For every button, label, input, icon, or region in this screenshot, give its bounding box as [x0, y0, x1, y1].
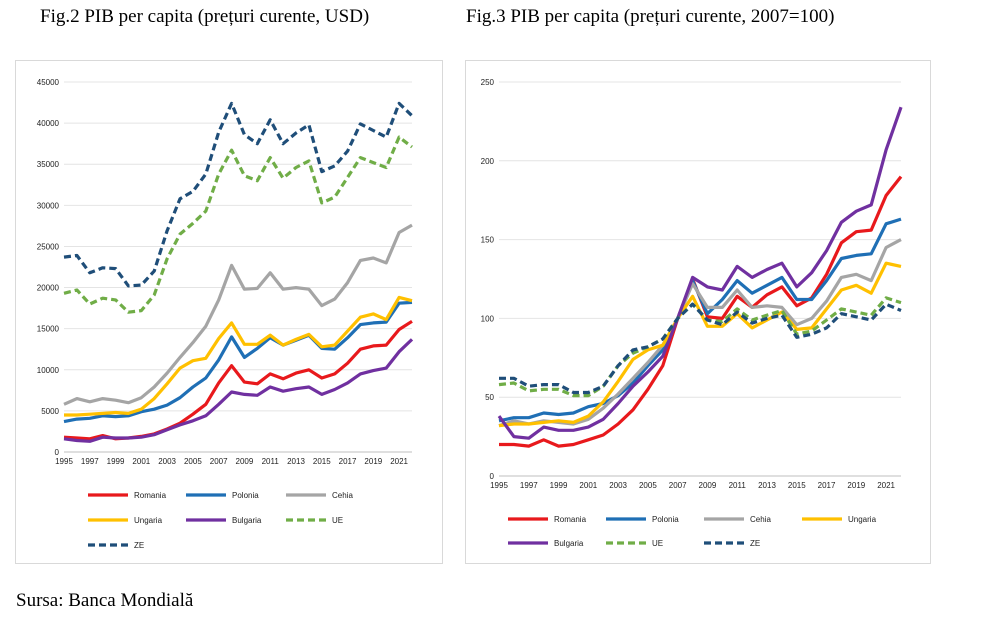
series-line-bulgaria	[63, 338, 414, 443]
x-tick-label: 2009	[236, 457, 254, 466]
x-tick-label: 1997	[81, 457, 99, 466]
legend-item-ue: UE	[286, 516, 343, 525]
legend-label: Cehia	[750, 515, 771, 524]
series-line-ze	[499, 302, 902, 395]
legend-item-ungaria: Ungaria	[802, 515, 877, 524]
legend-label: Polonia	[232, 491, 259, 500]
legend-label: Romania	[134, 491, 167, 500]
legend-label: Bulgaria	[232, 516, 262, 525]
legend-item-ue: UE	[606, 539, 663, 548]
x-tick-label: 2007	[669, 481, 687, 490]
x-tick-label: 2003	[609, 481, 627, 490]
x-tick-label: 2017	[339, 457, 357, 466]
x-tick-label: 2017	[818, 481, 836, 490]
x-tick-label: 2001	[579, 481, 597, 490]
series-line-romania	[63, 319, 413, 441]
y-tick-label: 35000	[37, 160, 60, 169]
x-tick-label: 1997	[520, 481, 538, 490]
legend-item-polonia: Polonia	[186, 491, 259, 500]
x-tick-label: 2019	[847, 481, 865, 490]
y-tick-label: 10000	[37, 366, 60, 375]
series-line-ungaria	[498, 261, 902, 428]
series-line-ungaria	[64, 295, 413, 417]
x-tick-label: 1995	[490, 481, 508, 490]
y-tick-label: 0	[55, 448, 60, 457]
x-tick-label: 2015	[313, 457, 331, 466]
y-tick-label: 15000	[37, 325, 60, 334]
series-line-ze	[63, 101, 414, 288]
y-tick-label: 50	[485, 393, 494, 402]
x-tick-label: 2009	[699, 481, 717, 490]
x-tick-label: 2019	[364, 457, 382, 466]
legend-label: UE	[652, 539, 663, 548]
legend-label: Bulgaria	[554, 539, 584, 548]
y-tick-label: 0	[490, 472, 495, 481]
legend-label: Ungaria	[134, 516, 163, 525]
legend-item-ze: ZE	[704, 539, 760, 548]
x-tick-label: 2013	[287, 457, 305, 466]
figure-3-title: Fig.3 PIB per capita (prețuri curente, 2…	[466, 6, 835, 27]
legend-label: Ungaria	[848, 515, 877, 524]
x-tick-label: 2021	[877, 481, 895, 490]
x-tick-label: 2011	[729, 481, 747, 490]
x-tick-label: 2007	[210, 457, 228, 466]
x-tick-label: 2021	[390, 457, 408, 466]
legend-label: Cehia	[332, 491, 353, 500]
legend-item-cehia: Cehia	[704, 515, 771, 524]
x-tick-label: 2001	[132, 457, 150, 466]
legend-item-ze: ZE	[88, 541, 144, 550]
y-tick-label: 250	[481, 78, 495, 87]
chart-panel-index: 0 50 100 150 200 250 1995 1997 1999 2001 2003 2005 2…	[465, 60, 931, 564]
figure-2-title: Fig.2 PIB per capita (prețuri curente, U…	[40, 6, 370, 27]
x-tick-label: 2003	[158, 457, 176, 466]
y-tick-label: 20000	[37, 284, 60, 293]
legend-item-romania: Romania	[88, 491, 167, 500]
series-line-ue	[63, 135, 413, 314]
series-line-bulgaria	[497, 106, 903, 440]
legend-label: Romania	[554, 515, 587, 524]
y-tick-label: 25000	[37, 242, 60, 251]
chart-index-svg: 0 50 100 150 200 250 1995 1997 1999 2001 2003 2005 2…	[481, 78, 903, 548]
legend-label: Polonia	[652, 515, 679, 524]
y-tick-label: 200	[481, 157, 495, 166]
y-tick-label: 45000	[37, 78, 60, 87]
x-tick-label: 1999	[107, 457, 125, 466]
x-tick-label: 2011	[262, 457, 280, 466]
legend-item-bulgaria: Bulgaria	[186, 516, 262, 525]
x-tick-label: 1995	[55, 457, 73, 466]
legend-item-romania: Romania	[508, 515, 587, 524]
x-tick-label: 2005	[639, 481, 657, 490]
source-note: Sursa: Banca Mondială	[16, 590, 194, 611]
legend-label: ZE	[134, 541, 144, 550]
legend-label: UE	[332, 516, 343, 525]
chart-usd-svg: 0 5000 10000 15000 20000 25000 30000 35000 40000…	[37, 78, 414, 550]
legend-item-ungaria: Ungaria	[88, 516, 163, 525]
chart-panel-usd: 0 5000 10000 15000 20000 25000 30000 35000 40000…	[15, 60, 443, 564]
y-tick-label: 150	[481, 236, 495, 245]
y-tick-label: 100	[481, 314, 495, 323]
y-tick-label: 40000	[37, 119, 60, 128]
y-tick-label: 5000	[41, 407, 59, 416]
legend-item-polonia: Polonia	[606, 515, 679, 524]
x-tick-label: 2013	[758, 481, 776, 490]
x-tick-label: 2015	[788, 481, 806, 490]
x-tick-label: 2005	[184, 457, 202, 466]
y-tick-label: 30000	[37, 201, 60, 210]
legend-item-bulgaria: Bulgaria	[508, 539, 584, 548]
series-line-polonia	[63, 300, 413, 424]
legend-label: ZE	[750, 539, 760, 548]
legend-item-cehia: Cehia	[286, 491, 353, 500]
series-line-cehia	[63, 223, 413, 406]
series-line-polonia	[498, 217, 902, 423]
x-tick-label: 1999	[550, 481, 568, 490]
